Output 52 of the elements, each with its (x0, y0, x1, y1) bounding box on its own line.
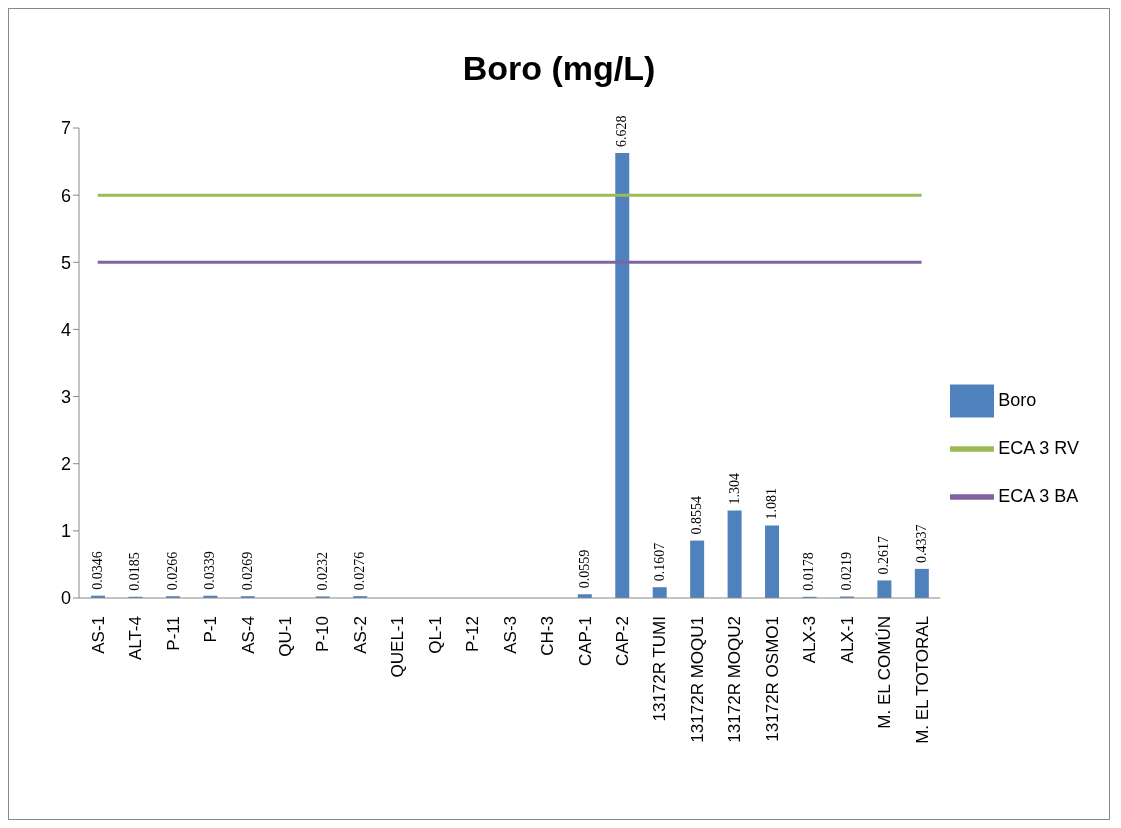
x-tick-label: AS-3 (500, 616, 520, 654)
data-label: 0.0219 (838, 552, 854, 591)
y-tick-label: 5 (60, 252, 71, 273)
x-tick-label: P-11 (163, 616, 183, 651)
data-label: 0.0339 (202, 551, 218, 590)
legend-label: Boro (998, 390, 1037, 410)
x-tick-label: M. EL TOTORAL (912, 616, 932, 744)
data-label: 1.081 (764, 487, 780, 520)
x-tick-label: QL-1 (425, 616, 445, 654)
legend-label: ECA 3 RV (998, 438, 1079, 458)
x-tick-label: P-12 (463, 616, 483, 652)
y-tick-label: 1 (60, 521, 71, 542)
x-tick-label: 13172R MOQU1 (687, 616, 707, 743)
y-tick-label: 2 (60, 454, 71, 475)
x-tick-label: M. EL COMÚN (875, 616, 895, 729)
data-label: 0.0559 (576, 549, 592, 589)
y-tick-label: 4 (60, 319, 71, 340)
x-tick-label: AS-1 (88, 616, 108, 654)
x-tick-label: 13172R MOQU2 (725, 616, 745, 743)
data-label: 0.0185 (127, 552, 143, 591)
x-tick-label: 13172R OSMO1 (762, 616, 782, 742)
x-tick-label: 13172R TUMI (650, 616, 670, 722)
y-tick-label: 0 (60, 588, 71, 609)
data-label: 0.0232 (314, 551, 330, 591)
data-label: 0.0266 (164, 551, 180, 591)
legend-label: ECA 3 BA (998, 486, 1079, 506)
data-label: 0.0276 (352, 551, 368, 591)
data-label: 0.0178 (801, 552, 817, 591)
x-tick-label: CAP-1 (575, 616, 595, 667)
x-tick-label: ALX-3 (800, 616, 820, 664)
x-tick-label: CAP-2 (612, 616, 632, 667)
x-tick-label: P-1 (201, 616, 221, 643)
x-tick-label: AS-2 (350, 616, 370, 654)
y-tick-label: 7 (60, 118, 71, 139)
data-label: 0.0346 (90, 551, 105, 590)
x-tick-label: CH-3 (538, 616, 558, 656)
y-tick-label: 6 (60, 185, 71, 206)
x-tick-label: QUEL-1 (388, 616, 408, 678)
x-tick-label: ALX-1 (837, 616, 857, 664)
x-tick-label: P-10 (313, 616, 333, 652)
x-tick-label: ALT-4 (126, 616, 146, 661)
y-tick-label: 3 (60, 386, 71, 407)
x-tick-label: QU-1 (275, 616, 295, 657)
data-label: 0.8554 (689, 496, 705, 535)
data-label: 1.304 (726, 472, 742, 505)
x-tick-label: AS-4 (238, 616, 258, 654)
data-label: 0.4337 (913, 524, 929, 563)
chart-title: Boro (mg/L) (461, 49, 657, 88)
data-label: 6.628 (614, 115, 630, 147)
data-label: 0.1607 (651, 542, 667, 582)
data-label: 0.0269 (239, 551, 255, 591)
data-label: 0.2617 (876, 535, 892, 575)
